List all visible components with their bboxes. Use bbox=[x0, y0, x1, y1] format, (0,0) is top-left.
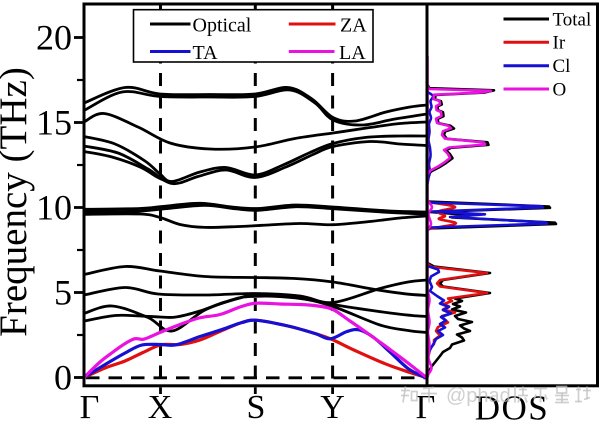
svg-text:S: S bbox=[247, 389, 266, 425]
svg-text:@phad: @phad bbox=[446, 385, 511, 407]
svg-text:Frequency (THz): Frequency (THz) bbox=[0, 67, 35, 337]
svg-text:LA: LA bbox=[339, 42, 366, 64]
svg-text:Γ: Γ bbox=[416, 389, 436, 425]
svg-text:5: 5 bbox=[54, 273, 72, 313]
svg-text:TA: TA bbox=[193, 42, 219, 64]
svg-text:ZA: ZA bbox=[340, 14, 367, 36]
svg-text:10: 10 bbox=[36, 188, 72, 228]
svg-text:Ir: Ir bbox=[553, 33, 566, 54]
svg-text:Y: Y bbox=[320, 389, 345, 425]
svg-text:15: 15 bbox=[36, 103, 72, 143]
svg-text:20: 20 bbox=[36, 18, 72, 58]
svg-text:O: O bbox=[553, 79, 567, 100]
svg-text:Total: Total bbox=[553, 9, 592, 30]
svg-text:Γ: Γ bbox=[80, 389, 100, 425]
svg-text:0: 0 bbox=[54, 358, 72, 398]
svg-text:Optical: Optical bbox=[193, 14, 252, 36]
svg-text:X: X bbox=[148, 389, 173, 425]
svg-text:Cl: Cl bbox=[553, 56, 571, 77]
